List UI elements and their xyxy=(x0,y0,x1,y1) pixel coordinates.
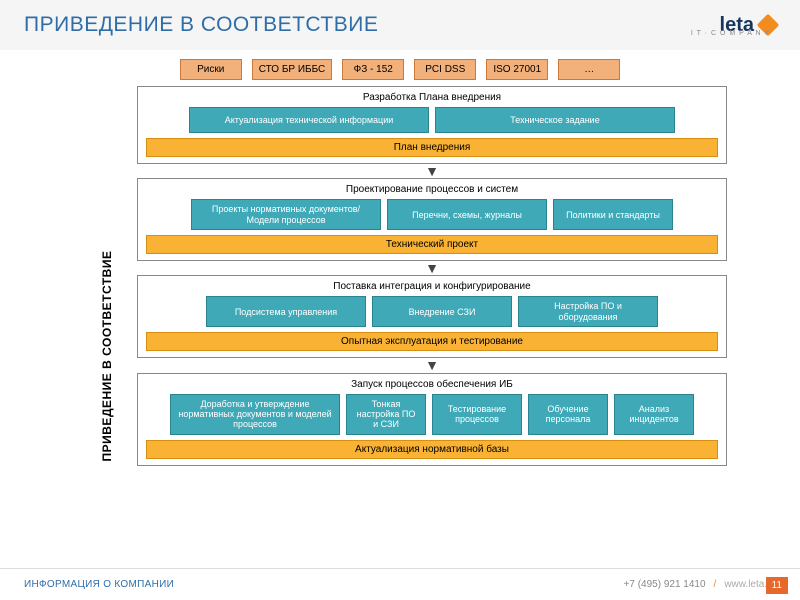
tag: PCI DSS xyxy=(414,59,476,80)
tag: ФЗ - 152 xyxy=(342,59,404,80)
footer-left: ИНФОРМАЦИЯ О КОМПАНИИ xyxy=(24,579,174,590)
stage-title: Разработка Плана внедрения xyxy=(146,92,718,103)
stage-title: Проектирование процессов и систем xyxy=(146,184,718,195)
top-tags-row: Риски СТО БР ИББС ФЗ - 152 PCI DSS ISO 27001… xyxy=(0,50,800,86)
stage: Проектирование процессов и систем Проекты… xyxy=(137,178,727,261)
stage-items-row: Актуализация технической информацииТехни… xyxy=(146,107,718,133)
footer-right: +7 (495) 921 1410 / www.leta.ru xyxy=(624,579,776,590)
stage-item: Техническое задание xyxy=(435,107,675,133)
page-number: 11 xyxy=(766,577,788,594)
arrow-down-icon: ▼ xyxy=(425,264,439,272)
flow-column: Разработка Плана внедрения Актуализация т… xyxy=(90,86,774,466)
page-title: ПРИВЕДЕНИЕ В СООТВЕТСТВИЕ xyxy=(24,13,378,37)
main-diagram: ПРИВЕДЕНИЕ В СООТВЕТСТВИЕ Разработка Пла… xyxy=(0,86,800,466)
stage-title: Запуск процессов обеспечения ИБ xyxy=(146,379,718,390)
stage-result: Опытная эксплуатация и тестирование xyxy=(146,332,718,351)
tag: ISO 27001 xyxy=(486,59,548,80)
stage: Запуск процессов обеспечения ИБ Доработка… xyxy=(137,373,727,466)
side-label: ПРИВЕДЕНИЕ В СООТВЕТСТВИЕ xyxy=(100,226,114,486)
tag: СТО БР ИББС xyxy=(252,59,333,80)
header: ПРИВЕДЕНИЕ В СООТВЕТСТВИЕ leta I T · C O… xyxy=(0,0,800,50)
stage-items-row: Подсистема управленияВнедрение СЗИНастро… xyxy=(146,296,718,327)
stage-item: Доработка и утверждение нормативных доку… xyxy=(170,394,340,435)
stage-item: Анализ инцидентов xyxy=(614,394,694,435)
logo-subtitle: I T · C O M P A N Y xyxy=(691,30,770,37)
stage: Разработка Плана внедрения Актуализация т… xyxy=(137,86,727,164)
stage-item: Актуализация технической информации xyxy=(189,107,429,133)
stage-items-row: Проекты нормативных документов/ Модели п… xyxy=(146,199,718,230)
stage-result: Актуализация нормативной базы xyxy=(146,440,718,459)
arrow-down-icon: ▼ xyxy=(425,361,439,369)
stage-item: Перечни, схемы, журналы xyxy=(387,199,547,230)
stage-item: Политики и стандарты xyxy=(553,199,673,230)
footer-phone: +7 (495) 921 1410 xyxy=(624,579,706,590)
arrow-down-icon: ▼ xyxy=(425,167,439,175)
tag: Риски xyxy=(180,59,242,80)
stage-item: Подсистема управления xyxy=(206,296,366,327)
footer-sep: / xyxy=(714,579,717,590)
stage-item: Тестирование процессов xyxy=(432,394,522,435)
stage-result: Технический проект xyxy=(146,235,718,254)
stage-items-row: Доработка и утверждение нормативных доку… xyxy=(146,394,718,435)
stage-item: Тонкая настройка ПО и СЗИ xyxy=(346,394,426,435)
footer: ИНФОРМАЦИЯ О КОМПАНИИ +7 (495) 921 1410 … xyxy=(0,568,800,600)
stage-item: Проекты нормативных документов/ Модели п… xyxy=(191,199,381,230)
stage-item: Настройка ПО и оборудования xyxy=(518,296,658,327)
tag: … xyxy=(558,59,620,80)
stage-title: Поставка интеграция и конфигурирование xyxy=(146,281,718,292)
stage-item: Обучение персонала xyxy=(528,394,608,435)
stage: Поставка интеграция и конфигурирование По… xyxy=(137,275,727,358)
stage-result: План внедрения xyxy=(146,138,718,157)
stage-item: Внедрение СЗИ xyxy=(372,296,512,327)
